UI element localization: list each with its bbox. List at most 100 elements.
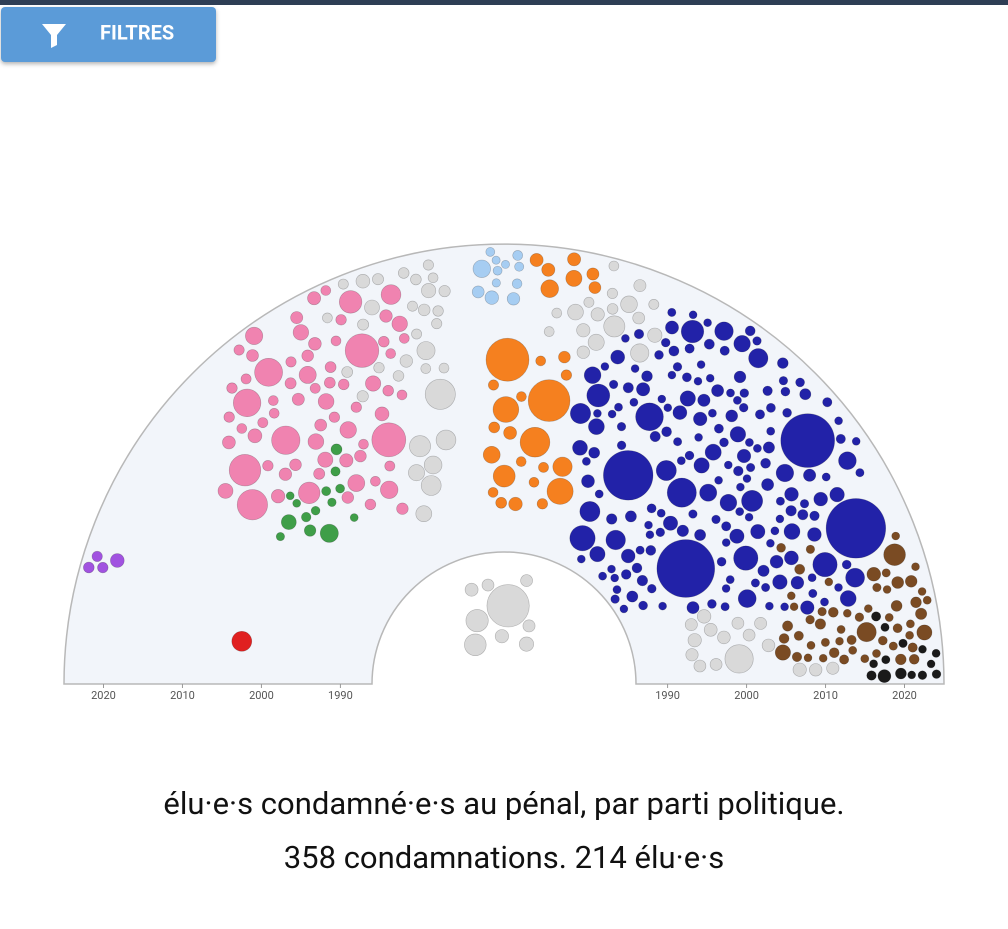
- bubble: [877, 669, 892, 683]
- bubble: [319, 523, 339, 543]
- caption-line: 358 condamnations. 214 élu·e·s: [284, 839, 725, 876]
- bubble: [569, 525, 596, 552]
- bubble: [314, 418, 328, 432]
- bubble: [487, 487, 499, 498]
- filter-button[interactable]: FILTRES: [1, 7, 216, 62]
- bubble: [693, 457, 710, 474]
- bubble: [551, 307, 563, 319]
- bubble: [895, 653, 907, 666]
- bubble: [630, 364, 640, 373]
- bubble: [808, 588, 818, 598]
- bubble: [354, 449, 367, 463]
- button-bg[interactable]: [1, 7, 216, 62]
- bubble: [856, 622, 877, 643]
- bubble: [828, 647, 840, 659]
- bubble: [576, 345, 590, 359]
- bubble: [415, 505, 433, 523]
- bubble: [506, 292, 521, 306]
- bubble: [872, 582, 882, 593]
- bubble: [349, 513, 359, 522]
- bubble: [895, 667, 907, 680]
- bubble: [688, 509, 698, 519]
- bubble: [519, 427, 551, 458]
- tick-label: 1990: [328, 689, 353, 702]
- bubble: [877, 635, 888, 646]
- bubble: [778, 376, 789, 386]
- bubble: [655, 527, 665, 537]
- bubble: [791, 651, 803, 663]
- bubble: [588, 418, 605, 435]
- bubble: [880, 622, 890, 632]
- bubble: [839, 590, 857, 607]
- bubble: [385, 348, 397, 359]
- bubble: [738, 403, 749, 413]
- bubble: [339, 453, 354, 468]
- bubble: [918, 644, 927, 654]
- bubble: [292, 498, 302, 508]
- bubble: [231, 630, 253, 652]
- bubble: [285, 491, 295, 501]
- button-label[interactable]: FILTRES: [100, 20, 174, 44]
- bubble: [757, 564, 770, 577]
- bubble: [665, 320, 679, 335]
- bubble: [709, 658, 723, 671]
- bubble: [806, 641, 816, 650]
- bubble: [719, 437, 729, 448]
- bubble: [721, 521, 732, 532]
- bubble: [660, 337, 671, 348]
- bubble: [761, 582, 771, 592]
- bubble: [341, 491, 354, 504]
- bubble: [350, 401, 362, 413]
- bubble: [488, 421, 501, 434]
- bubble: [301, 349, 314, 362]
- bubble: [304, 524, 317, 537]
- bubble: [742, 474, 752, 483]
- bubble: [708, 408, 717, 418]
- filter-icon: [42, 24, 66, 48]
- bubble: [608, 379, 619, 390]
- bubble: [641, 370, 653, 382]
- bubble: [482, 445, 501, 464]
- bubble: [778, 633, 790, 644]
- bubble: [633, 328, 645, 340]
- bubble: [632, 311, 646, 325]
- bubble: [621, 334, 630, 343]
- bubble: [907, 642, 918, 653]
- bubble: [766, 426, 776, 436]
- bubble: [614, 402, 623, 412]
- bubble: [733, 395, 742, 405]
- bubble: [882, 585, 892, 594]
- bubble: [693, 659, 707, 673]
- bubble: [851, 436, 861, 446]
- bubble: [792, 662, 807, 677]
- bubble: [603, 315, 626, 338]
- bubble: [666, 477, 697, 508]
- bubble: [516, 391, 527, 402]
- bubble: [684, 450, 695, 461]
- tick-label: 1990: [655, 689, 680, 702]
- bubble: [355, 274, 371, 289]
- bubble: [321, 486, 332, 496]
- bubble: [399, 354, 413, 368]
- bubble: [567, 252, 581, 267]
- bubble: [380, 480, 399, 499]
- bubble: [313, 467, 326, 480]
- bubble: [330, 443, 343, 456]
- bubble: [223, 411, 235, 423]
- bubble: [236, 489, 268, 521]
- bubble: [780, 386, 791, 397]
- bubble: [891, 531, 901, 541]
- bubble: [424, 378, 456, 410]
- bubble: [633, 279, 647, 292]
- bubble: [408, 464, 425, 482]
- bubble: [323, 376, 336, 389]
- bubble: [97, 561, 109, 574]
- bubble: [733, 545, 759, 571]
- bubble: [735, 507, 745, 516]
- bubble: [646, 503, 657, 514]
- bubble: [733, 370, 747, 384]
- bubble: [576, 323, 591, 338]
- bubble: [888, 641, 898, 651]
